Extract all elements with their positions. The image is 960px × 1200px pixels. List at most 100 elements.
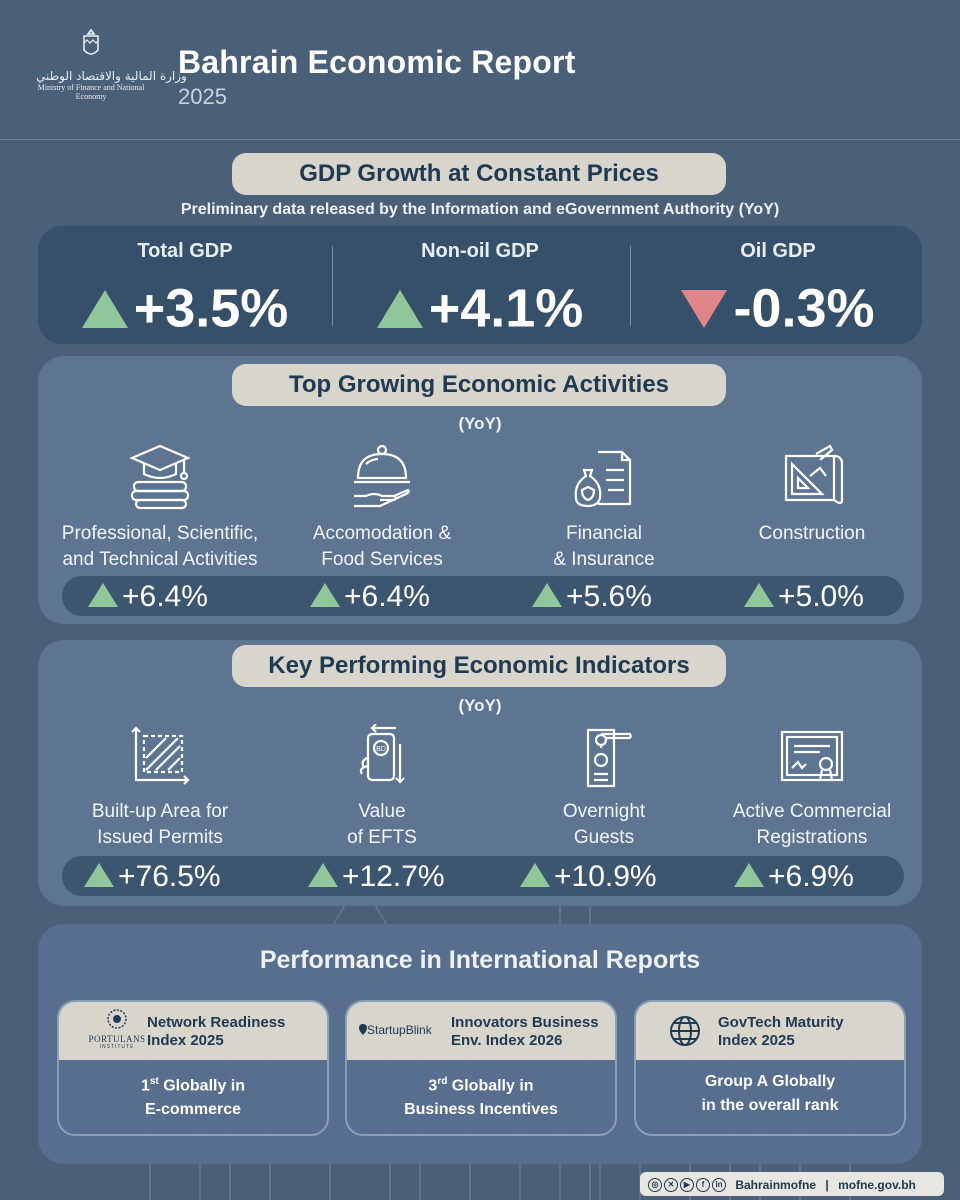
gdp-oil: Oil GDP -0.3% bbox=[631, 226, 925, 344]
activity-label: and Technical Activities bbox=[62, 549, 258, 570]
card-title: Innovators Business bbox=[451, 1014, 599, 1031]
activity-value: +6.4% bbox=[310, 576, 430, 616]
area-measure-icon bbox=[131, 726, 190, 785]
up-arrow-icon bbox=[310, 583, 340, 608]
door-hanger-icon bbox=[586, 728, 632, 788]
activity-value: +5.0% bbox=[744, 576, 864, 616]
certificate-icon bbox=[780, 730, 844, 782]
activity-professional: Professional, Scientific, and Technical A… bbox=[50, 440, 270, 573]
indicator-label: Guests bbox=[573, 827, 635, 848]
up-arrow-icon bbox=[308, 863, 338, 888]
sun-emblem-icon bbox=[107, 1009, 127, 1029]
card-title: Network Readiness bbox=[147, 1014, 286, 1031]
gdp-total-value: +3.5% bbox=[38, 274, 332, 340]
report-card-network-readiness: PORTULANS INSTITUTE Network Readiness Ind… bbox=[57, 1000, 329, 1136]
indicator-label: Built-up Area for bbox=[91, 801, 229, 822]
gdp-heading: GDP Growth at Constant Prices bbox=[232, 153, 726, 195]
activity-construction: Construction bbox=[702, 440, 922, 547]
globe-icon bbox=[670, 1016, 700, 1046]
activity-value: +6.4% bbox=[88, 576, 208, 616]
logo-english-text: Ministry of Finance and National Economy bbox=[37, 83, 145, 101]
card-title: GovTech Maturity bbox=[718, 1014, 844, 1031]
header: وزارة المالية والاقتصاد الوطني Ministry … bbox=[0, 0, 960, 140]
card-title: Index 2025 bbox=[718, 1032, 795, 1049]
indicator-label: Overnight bbox=[562, 801, 646, 822]
blueprint-icon bbox=[784, 444, 844, 505]
gdp-oil-value: -0.3% bbox=[631, 274, 925, 340]
page-year: 2025 bbox=[178, 84, 227, 109]
activity-label: & Insurance bbox=[553, 549, 655, 570]
up-arrow-icon bbox=[532, 583, 562, 608]
indicators-heading: Key Performing Economic Indicators bbox=[232, 645, 726, 687]
website-link[interactable]: mofne.gov.bh bbox=[838, 1177, 916, 1192]
report-card-innovators: StartupBlink Innovators Business Env. Ind… bbox=[345, 1000, 617, 1136]
portulans-logo: PORTULANS INSTITUTE bbox=[87, 1008, 147, 1050]
ministry-logo: وزارة المالية والاقتصاد الوطني Ministry … bbox=[36, 28, 187, 112]
indicator-builtup: Built-up Area for Issued Permits bbox=[50, 724, 270, 851]
gdp-oil-label: Oil GDP bbox=[740, 240, 816, 262]
linkedin-icon[interactable]: in bbox=[712, 1177, 726, 1192]
report-card-govtech: GovTech Maturity Index 2025 Group A Globa… bbox=[634, 1000, 906, 1136]
gdp-nonoil-label: Non-oil GDP bbox=[421, 240, 539, 262]
card-title: Index 2025 bbox=[147, 1032, 224, 1049]
phone-transfer-icon: BD bbox=[359, 723, 405, 784]
up-arrow-icon bbox=[520, 863, 550, 888]
indicators-yoy: (YoY) bbox=[458, 696, 502, 715]
gdp-nonoil-value: +4.1% bbox=[333, 274, 627, 340]
indicator-label: Active Commercial bbox=[732, 801, 892, 822]
crest-icon bbox=[83, 28, 99, 55]
activities-yoy: (YoY) bbox=[458, 414, 502, 433]
logo-arabic-text: وزارة المالية والاقتصاد الوطني bbox=[36, 69, 187, 83]
indicator-label: of EFTS bbox=[347, 827, 417, 848]
indicator-efts: BD Value of EFTS bbox=[272, 723, 492, 851]
card-title: Env. Index 2026 bbox=[451, 1032, 563, 1049]
divider bbox=[332, 246, 333, 326]
up-arrow-icon bbox=[88, 583, 118, 608]
activity-accommodation: Accomodation & Food Services bbox=[272, 440, 492, 573]
indicator-value: +6.9% bbox=[734, 856, 854, 896]
social-handle[interactable]: Bahrainmofne bbox=[735, 1177, 817, 1192]
gdp-summary-box: Total GDP +3.5% Non-oil GDP +4.1% Oil GD… bbox=[38, 226, 922, 344]
activity-label: Financial bbox=[565, 523, 643, 544]
gdp-total-label: Total GDP bbox=[137, 240, 233, 262]
page-title: Bahrain Economic Report bbox=[178, 44, 576, 80]
activity-label: Food Services bbox=[321, 549, 443, 570]
indicator-label: Issued Permits bbox=[97, 827, 223, 848]
svg-text:BD: BD bbox=[376, 746, 386, 753]
card-body: Group A Globally in the overall rank bbox=[701, 1073, 839, 1114]
card-body: 3rd Globally in Business Incentives bbox=[404, 1076, 558, 1119]
activity-label: Professional, Scientific, bbox=[61, 523, 259, 544]
activity-value: +5.6% bbox=[532, 576, 652, 616]
gdp-total: Total GDP +3.5% bbox=[38, 226, 332, 344]
indicator-value: +10.9% bbox=[520, 856, 657, 896]
indicator-registrations: Active Commercial Registrations bbox=[702, 724, 922, 851]
up-arrow-icon bbox=[744, 583, 774, 608]
indicator-value: +76.5% bbox=[84, 856, 221, 896]
card-body: 1st Globally in E-commerce bbox=[140, 1076, 246, 1119]
startupblink-logo: StartupBlink bbox=[359, 1022, 432, 1037]
divider bbox=[630, 246, 631, 326]
activities-values-bar: +6.4% +6.4% +5.6% +5.0% bbox=[62, 576, 904, 616]
activity-financial: Financial & Insurance bbox=[494, 440, 714, 573]
gdp-nonoil: Non-oil GDP +4.1% bbox=[333, 226, 627, 344]
up-arrow-icon bbox=[81, 289, 128, 328]
indicators-values-bar: +76.5% +12.7% +10.9% +6.9% bbox=[62, 856, 904, 896]
up-arrow-icon bbox=[84, 863, 114, 888]
indicator-label: Registrations bbox=[756, 827, 868, 848]
facebook-icon[interactable]: f bbox=[696, 1177, 710, 1192]
indicator-guests: Overnight Guests bbox=[494, 724, 714, 851]
gdp-subheading: Preliminary data released by the Informa… bbox=[180, 201, 780, 218]
x-icon[interactable]: ✕ bbox=[664, 1177, 678, 1192]
activity-label: Accomodation & bbox=[312, 523, 452, 544]
instagram-icon[interactable]: ◎ bbox=[648, 1177, 662, 1192]
footer-separator: | bbox=[825, 1177, 829, 1192]
up-arrow-icon bbox=[734, 863, 764, 888]
down-arrow-icon bbox=[681, 289, 728, 328]
indicator-label: Value bbox=[358, 801, 406, 822]
indicator-value: +12.7% bbox=[308, 856, 445, 896]
youtube-icon[interactable]: ▶ bbox=[680, 1177, 694, 1192]
up-arrow-icon bbox=[376, 289, 423, 328]
food-cloche-icon bbox=[354, 444, 410, 508]
footer-social-bar: ◎ ✕ ▶ f in Bahrainmofne | mofne.gov.bh bbox=[640, 1172, 944, 1196]
graduation-cap-books-icon bbox=[129, 444, 191, 510]
